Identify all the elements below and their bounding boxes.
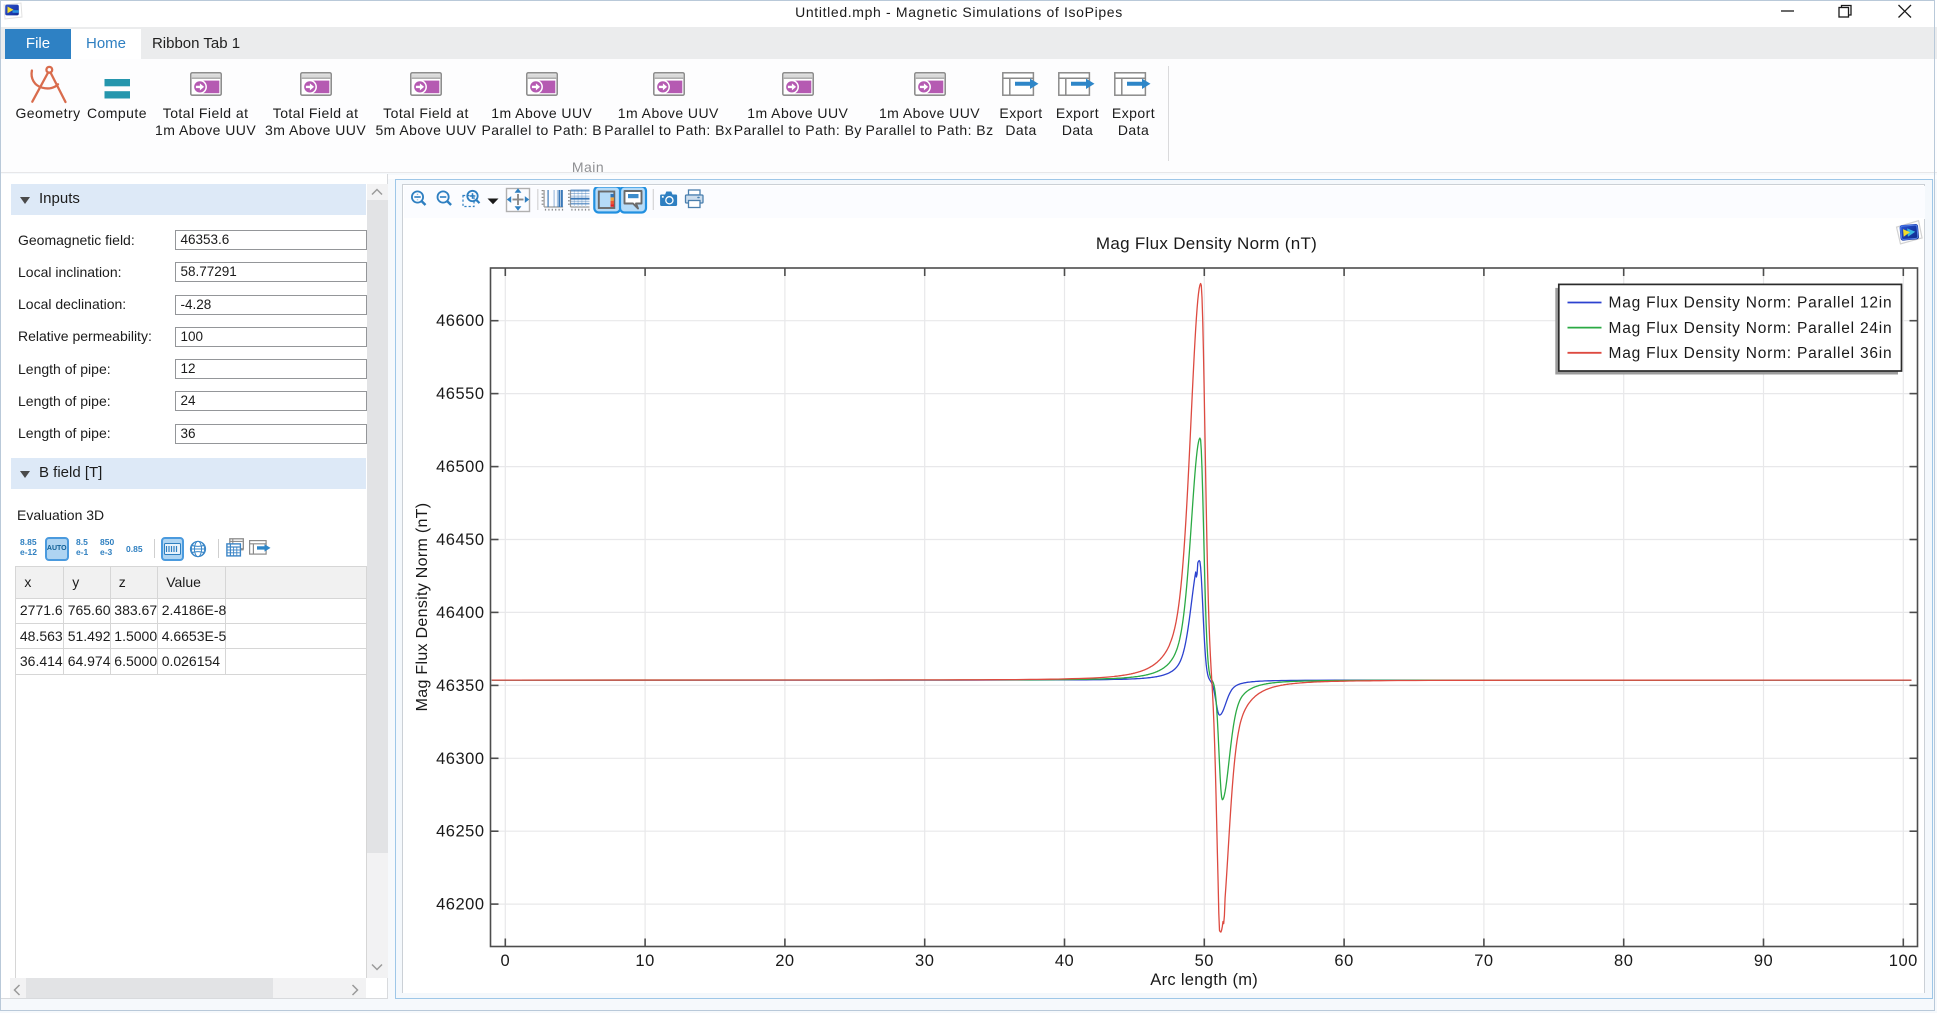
svg-text:60: 60 (1334, 952, 1353, 970)
svg-text:46400: 46400 (436, 603, 484, 621)
svg-text:46500: 46500 (436, 458, 484, 476)
svg-text:40: 40 (1055, 952, 1074, 970)
svg-text:46450: 46450 (436, 531, 484, 549)
svg-text:20: 20 (775, 952, 794, 970)
svg-text:Mag Flux Density Norm (nT): Mag Flux Density Norm (nT) (1096, 234, 1317, 253)
svg-text:46200: 46200 (436, 895, 484, 913)
svg-text:Mag Flux Density Norm: Paralle: Mag Flux Density Norm: Parallel 24in (1609, 319, 1893, 336)
svg-text:80: 80 (1614, 952, 1633, 970)
svg-text:46350: 46350 (436, 676, 484, 694)
svg-text:0: 0 (500, 952, 510, 970)
svg-text:46550: 46550 (436, 385, 484, 403)
svg-text:46250: 46250 (436, 822, 484, 840)
svg-text:30: 30 (915, 952, 934, 970)
svg-text:Mag Flux Density Norm: Paralle: Mag Flux Density Norm: Parallel 36in (1609, 345, 1893, 362)
svg-text:Mag Flux Density Norm (nT): Mag Flux Density Norm (nT) (414, 502, 431, 711)
svg-text:Mag Flux Density Norm: Paralle: Mag Flux Density Norm: Parallel 12in (1609, 294, 1893, 311)
svg-text:10: 10 (635, 952, 654, 970)
svg-text:90: 90 (1754, 952, 1773, 970)
svg-text:Arc length (m): Arc length (m) (1150, 971, 1258, 989)
svg-text:50: 50 (1195, 952, 1214, 970)
svg-text:70: 70 (1474, 952, 1493, 970)
svg-text:100: 100 (1889, 952, 1918, 970)
svg-text:46600: 46600 (436, 312, 484, 330)
svg-text:46300: 46300 (436, 749, 484, 767)
